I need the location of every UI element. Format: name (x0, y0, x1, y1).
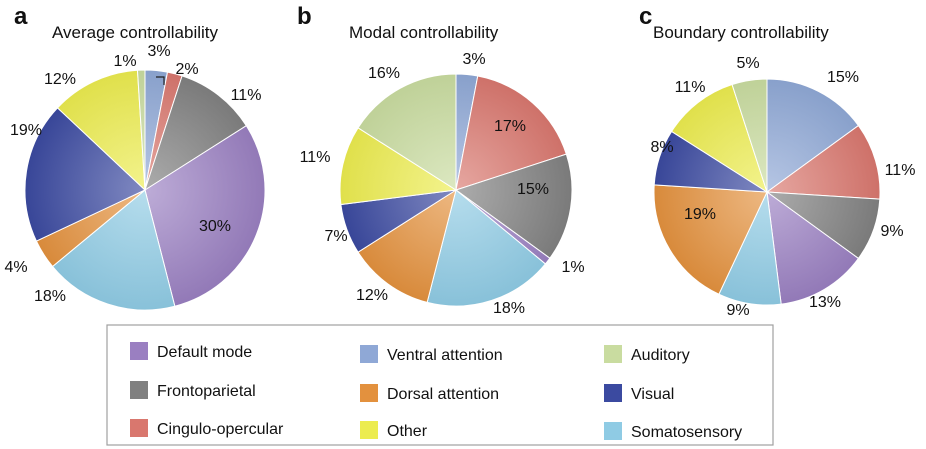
pie-slice-default-mode (766, 190, 860, 305)
legend-swatch-other (360, 421, 378, 439)
slice-label-ventral-attention: 3% (462, 51, 485, 68)
legend-label-ventral-attention: Ventral attention (387, 347, 503, 364)
legend-swatch-cingulo-opercular (130, 419, 148, 437)
slice-label-frontoparietal: 15% (517, 181, 549, 198)
pie-slice-auditory (136, 69, 146, 191)
slice-label-somatosensory: 18% (34, 288, 66, 305)
slice-label-somatosensory: 9% (726, 302, 749, 319)
slice-label-other: 11% (675, 79, 706, 96)
legend-label-frontoparietal: Frontoparietal (157, 383, 256, 400)
pie-slice-auditory (357, 73, 457, 191)
legend-swatch-frontoparietal (130, 381, 148, 399)
legend-item-cingulo-opercular: Cingulo-opercular (130, 419, 284, 438)
pie-slice-dorsal-attention (653, 184, 768, 295)
slice-label-dorsal-attention: 12% (356, 287, 388, 304)
legend-swatch-somatosensory (604, 422, 622, 440)
slice-label-visual: 19% (10, 122, 42, 139)
legend-swatch-ventral-attention (360, 345, 378, 363)
chart-title-c: Boundary controllability (653, 23, 829, 42)
slice-label-frontoparietal: 11% (231, 87, 262, 104)
legend-label-dorsal-attention: Dorsal attention (387, 386, 499, 403)
leader-line-2pct (156, 76, 165, 85)
chart-title-b: Modal controllability (349, 23, 499, 42)
panel-letter-b: b (297, 3, 312, 30)
legend-label-auditory: Auditory (631, 347, 690, 364)
slice-label-ventral-attention: 3% (147, 43, 170, 60)
legend-swatch-auditory (604, 345, 622, 363)
pie-slice-other (339, 127, 458, 206)
slice-label-auditory: 1% (113, 53, 136, 70)
slice-label-dorsal-attention: 19% (684, 206, 716, 223)
slice-label-ventral-attention: 15% (827, 69, 859, 86)
legend-item-other: Other (360, 421, 428, 440)
pie-slice-other (670, 83, 768, 194)
slice-label-visual: 7% (324, 228, 347, 245)
legend-item-auditory: Auditory (604, 345, 690, 364)
slice-label-visual: 8% (650, 139, 673, 156)
slice-label-default-mode: 13% (809, 294, 841, 311)
panel-letter-c: c (639, 3, 652, 30)
panel-letter-a: a (14, 3, 28, 30)
pie-slice-ventral-attention (766, 78, 860, 193)
legend-item-frontoparietal: Frontoparietal (130, 381, 256, 400)
legend-swatch-dorsal-attention (360, 384, 378, 402)
pie-slice-dorsal-attention (357, 188, 457, 303)
slice-label-cingulo-opercular: 11% (885, 162, 916, 179)
chart-title-a: Average controllability (52, 23, 218, 42)
pie-slice-auditory (731, 78, 768, 193)
slice-label-cingulo-opercular: 17% (494, 118, 526, 135)
pie-chart-c: 15% 11% 9% 13% 9% 19% 8% 11% 5% (650, 55, 915, 319)
pie-chart-b: 3% 17% 15% 1% 18% 12% 7% 11% 16% (300, 51, 585, 317)
legend-swatch-visual (604, 384, 622, 402)
slice-label-default-mode: 30% (199, 218, 231, 235)
pie-slice-cingulo-opercular (765, 124, 881, 200)
slice-label-other: 12% (44, 71, 76, 88)
slice-label-auditory: 16% (368, 65, 400, 82)
pie-slice-frontoparietal (454, 153, 573, 259)
slice-label-default-mode: 1% (561, 259, 584, 276)
legend-item-dorsal-attention: Dorsal attention (360, 384, 499, 403)
legend-label-visual: Visual (631, 386, 674, 403)
pie-slice-default-mode (144, 125, 266, 307)
pie-slice-cingulo-opercular (455, 75, 567, 191)
pie-slice-somatosensory (51, 189, 176, 311)
slice-label-somatosensory: 18% (493, 300, 525, 317)
pie-slice-other (56, 69, 146, 192)
slice-label-other: 11% (300, 149, 331, 166)
legend-box (106, 324, 774, 446)
pie-slice-somatosensory (426, 189, 547, 307)
slice-label-dorsal-attention: 4% (4, 259, 27, 276)
pie-slice-visual (24, 107, 146, 242)
legend-item-somatosensory: Somatosensory (604, 422, 742, 441)
legend-item-default-mode: Default mode (130, 342, 252, 361)
legend-label-cingulo-opercular: Cingulo-opercular (157, 421, 284, 438)
slice-label-auditory: 5% (736, 55, 759, 72)
legend-label-other: Other (387, 423, 428, 440)
legend-item-ventral-attention: Ventral attention (360, 345, 503, 364)
legend-item-visual: Visual (604, 384, 674, 403)
pie-chart-a: 3% 2% 11% 30% 18% 4% 19% 12% 1% (4, 43, 266, 311)
legend-label-somatosensory: Somatosensory (631, 424, 742, 441)
legend-label-default-mode: Default mode (157, 344, 252, 361)
legend-swatch-default-mode (130, 342, 148, 360)
slice-label-cingulo-opercular: 2% (175, 61, 198, 78)
slice-label-frontoparietal: 9% (880, 223, 903, 240)
pie-slice-frontoparietal (144, 75, 248, 192)
legend: Default mode Ventral attention Auditory Fro… (106, 324, 774, 446)
